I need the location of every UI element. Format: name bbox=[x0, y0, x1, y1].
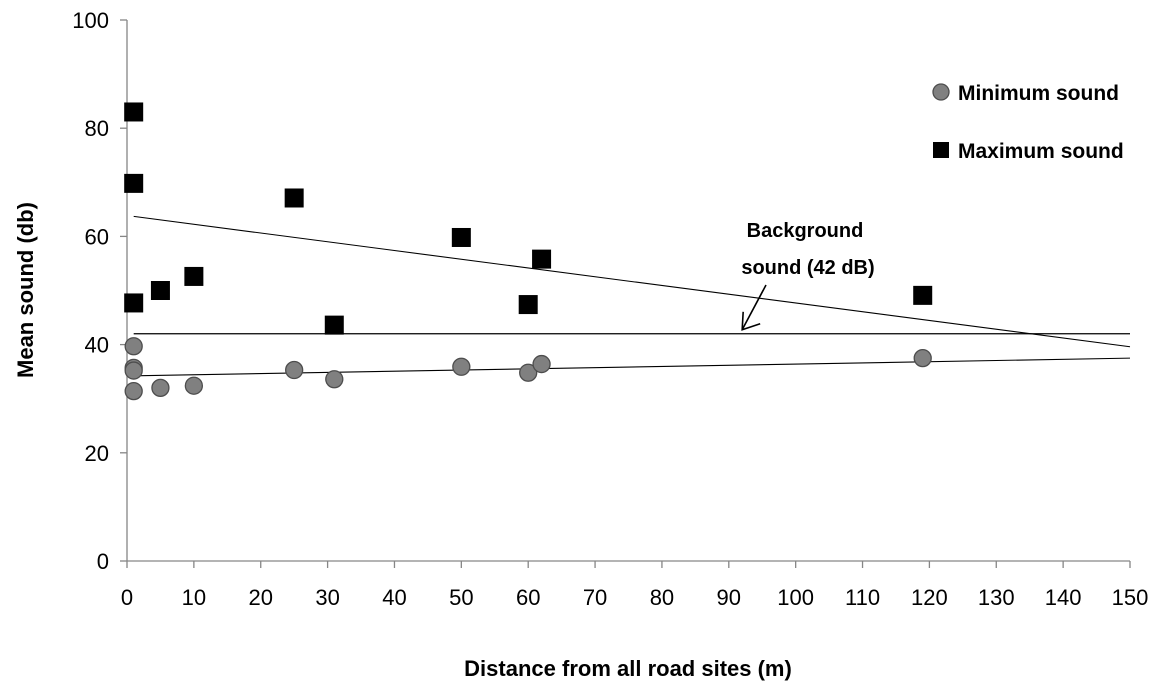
annotation-line-1: Background bbox=[747, 220, 864, 242]
point-maximum-sound bbox=[124, 173, 144, 193]
legend-label-maximum-sound: Maximum sound bbox=[958, 140, 1124, 163]
y-tick-label: 0 bbox=[97, 549, 109, 574]
x-tick-label: 20 bbox=[248, 585, 272, 610]
x-tick-label: 90 bbox=[717, 585, 741, 610]
y-tick-label: 40 bbox=[85, 333, 109, 358]
x-tick-label: 50 bbox=[449, 585, 473, 610]
point-minimum-sound bbox=[124, 361, 143, 380]
x-tick-label: 100 bbox=[777, 585, 814, 610]
legend-marker-maximum-sound bbox=[933, 142, 949, 158]
y-tick-label: 100 bbox=[72, 8, 109, 33]
point-minimum-sound bbox=[913, 348, 932, 368]
trendline-maximum-sound bbox=[133, 215, 1131, 348]
x-tick-label: 30 bbox=[315, 585, 339, 610]
x-tick-label: 140 bbox=[1045, 585, 1082, 610]
y-axis-title: Mean sound (db) bbox=[13, 202, 38, 378]
legend: Minimum sound Maximum sound bbox=[932, 82, 1124, 163]
y-tick-label: 60 bbox=[85, 224, 109, 249]
x-tick-label: 10 bbox=[182, 585, 206, 610]
point-minimum-sound bbox=[452, 357, 471, 376]
trendline-minimum-sound bbox=[126, 357, 1131, 377]
x-tick-label: 80 bbox=[650, 585, 674, 610]
point-maximum-sound bbox=[150, 281, 170, 300]
x-tick-label: 60 bbox=[516, 585, 540, 610]
point-minimum-sound bbox=[325, 370, 344, 389]
point-maximum-sound bbox=[284, 188, 304, 208]
x-tick-label: 130 bbox=[978, 585, 1015, 610]
x-tick-label: 150 bbox=[1112, 585, 1149, 610]
x-tick-label: 110 bbox=[845, 585, 880, 610]
point-maximum-sound bbox=[532, 249, 552, 269]
background-annotation: Background sound (42 dB) bbox=[741, 220, 874, 279]
point-minimum-sound bbox=[124, 381, 143, 401]
annotation-line-2: sound (42 dB) bbox=[741, 257, 874, 279]
x-tick-label: 120 bbox=[911, 585, 948, 610]
point-minimum-sound bbox=[124, 337, 143, 356]
x-tick-label: 0 bbox=[121, 585, 133, 610]
point-maximum-sound bbox=[451, 227, 471, 247]
point-minimum-sound bbox=[285, 360, 304, 380]
annotation-arrow-head bbox=[741, 311, 761, 331]
point-minimum-sound bbox=[184, 376, 204, 395]
x-tick-label: 40 bbox=[382, 585, 406, 610]
annotation-arrow-shaft bbox=[741, 284, 767, 331]
point-maximum-sound bbox=[324, 315, 344, 335]
point-maximum-sound bbox=[913, 285, 933, 305]
point-maximum-sound bbox=[124, 293, 144, 313]
legend-marker-minimum-sound bbox=[932, 83, 950, 101]
point-minimum-sound bbox=[532, 354, 551, 374]
point-maximum-sound bbox=[124, 102, 144, 122]
x-axis-title: Distance from all road sites (m) bbox=[464, 656, 792, 681]
plot-area: 0 20 40 60 80 100 0 10 20 30 40 50 60 70 80 90 100 110 120… bbox=[72, 8, 1148, 610]
legend-label-minimum-sound: Minimum sound bbox=[958, 82, 1119, 105]
point-maximum-sound bbox=[184, 266, 204, 286]
point-minimum-sound bbox=[519, 363, 538, 382]
point-minimum-sound bbox=[151, 378, 170, 398]
y-tick-label: 20 bbox=[85, 441, 109, 466]
x-tick-label: 70 bbox=[583, 585, 607, 610]
point-maximum-sound bbox=[518, 295, 538, 315]
y-tick-label: 80 bbox=[85, 116, 109, 141]
